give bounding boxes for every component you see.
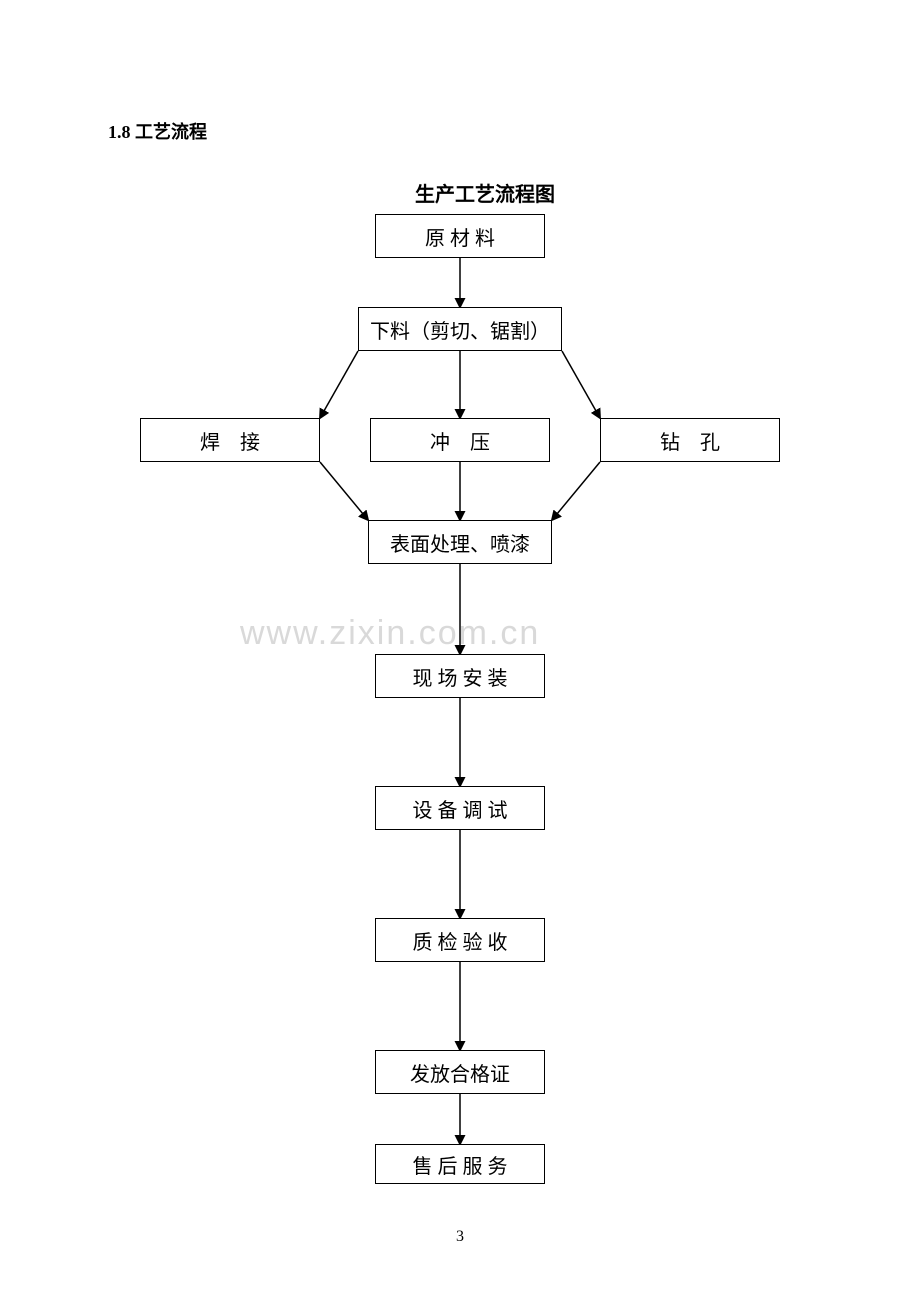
flowchart-node-label: 下料（剪切、锯割） [370, 315, 550, 344]
flowchart-node-n11: 售 后 服 务 [375, 1144, 545, 1184]
flowchart-node-label: 冲 压 [430, 426, 490, 455]
flowchart-node-n7: 现 场 安 装 [375, 654, 545, 698]
flowchart-node-label: 钻 孔 [660, 426, 720, 455]
flowchart-edge [320, 462, 368, 520]
chart-title: 生产工艺流程图 [400, 178, 570, 207]
flowchart-node-label: 质 检 验 收 [413, 926, 508, 955]
flowchart-node-label: 设 备 调 试 [413, 794, 508, 823]
flowchart-edge [552, 462, 600, 520]
flowchart-node-n2: 下料（剪切、锯割） [358, 307, 562, 351]
section-heading: 1.8 工艺流程 [108, 118, 207, 144]
flowchart-edge [320, 351, 358, 418]
flowchart-node-n5: 钻 孔 [600, 418, 780, 462]
flowchart-edge [562, 351, 600, 418]
flowchart-node-n9: 质 检 验 收 [375, 918, 545, 962]
flowchart-node-n1: 原 材 料 [375, 214, 545, 258]
flowchart-node-label: 售 后 服 务 [413, 1150, 508, 1179]
flowchart-node-n3: 焊 接 [140, 418, 320, 462]
page-number: 3 [456, 1228, 464, 1246]
flowchart-node-n8: 设 备 调 试 [375, 786, 545, 830]
flowchart-node-n10: 发放合格证 [375, 1050, 545, 1094]
flowchart-node-n4: 冲 压 [370, 418, 550, 462]
watermark-text: www.zixin.com.cn [240, 614, 540, 653]
flowchart-node-label: 发放合格证 [410, 1058, 510, 1087]
flowchart-node-label: 焊 接 [200, 426, 260, 455]
flowchart-node-label: 现 场 安 装 [413, 662, 508, 691]
flowchart-node-n6: 表面处理、喷漆 [368, 520, 552, 564]
flowchart-node-label: 原 材 料 [425, 222, 495, 251]
flowchart-node-label: 表面处理、喷漆 [390, 528, 530, 557]
